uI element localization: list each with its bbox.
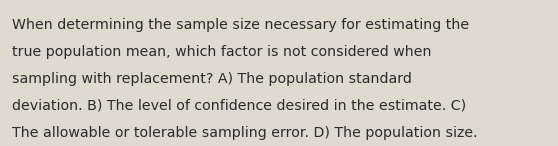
Text: deviation. B) The level of confidence desired in the estimate. C): deviation. B) The level of confidence de… [12, 99, 466, 113]
Text: sampling with replacement? A) The population standard: sampling with replacement? A) The popula… [12, 72, 412, 86]
Text: true population mean, which factor is not considered when: true population mean, which factor is no… [12, 45, 432, 59]
Text: The allowable or tolerable sampling error. D) The population size.: The allowable or tolerable sampling erro… [12, 126, 478, 140]
Text: When determining the sample size necessary for estimating the: When determining the sample size necessa… [12, 18, 469, 32]
